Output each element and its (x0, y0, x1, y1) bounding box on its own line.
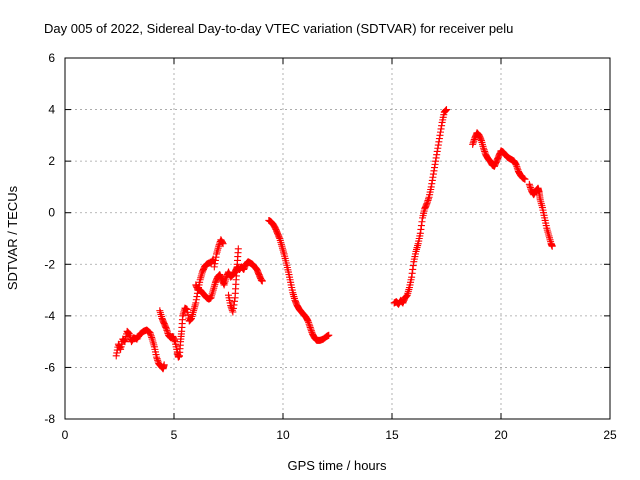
grid-lines (65, 58, 610, 419)
y-tick-label: 6 (48, 51, 55, 65)
y-tick-label: 4 (48, 103, 55, 117)
y-tick-label: -8 (44, 412, 55, 426)
x-axis-label: GPS time / hours (288, 458, 387, 473)
data-point (443, 106, 450, 114)
y-tick-label: -2 (44, 257, 55, 271)
data-point (521, 175, 529, 183)
x-tick-label: 0 (62, 428, 69, 442)
y-tick-label: -4 (44, 309, 55, 323)
x-tick-label: 5 (171, 428, 178, 442)
data-point (258, 277, 266, 285)
chart-title: Day 005 of 2022, Sidereal Day-to-day VTE… (44, 21, 513, 36)
y-tick-label: 0 (48, 206, 55, 220)
x-tick-labels: 0 5 10 15 20 25 (62, 428, 617, 442)
data-point (548, 242, 556, 250)
y-tick-labels: -8 -6 -4 -2 0 2 4 6 (44, 51, 55, 426)
x-tick-label: 10 (276, 428, 290, 442)
x-tick-label: 15 (385, 428, 399, 442)
data-points (112, 106, 556, 373)
data-point (325, 331, 333, 339)
y-tick-label: -6 (44, 360, 55, 374)
y-tick-label: 2 (48, 154, 55, 168)
x-tick-label: 25 (603, 428, 617, 442)
data-point (234, 245, 242, 253)
x-tick-label: 20 (494, 428, 508, 442)
data-point (219, 240, 227, 248)
data-point (160, 361, 168, 369)
y-axis-label: SDTVAR / TECUs (5, 185, 20, 290)
axis-ticks (64, 57, 611, 420)
plot-frame (64, 57, 611, 420)
